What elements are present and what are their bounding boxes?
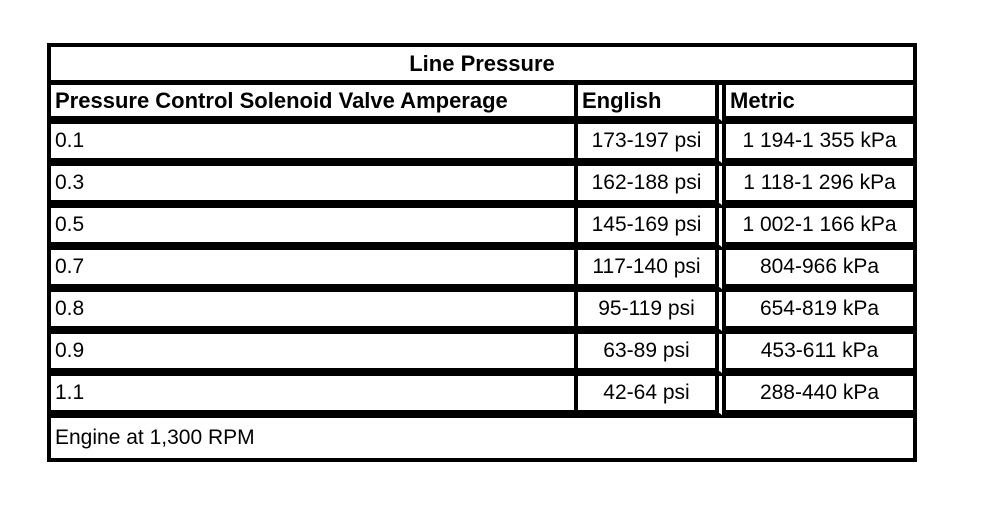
footer-row: Engine at 1,300 RPM [51,418,913,458]
line-pressure-table: Line Pressure Pressure Control Solenoid … [47,43,917,462]
table-row: 0.1 173-197 psi 1 194-1 355 kPa [51,124,913,166]
amperage-cell: 0.1 [51,124,578,166]
english-cell: 145-169 psi [578,208,726,250]
metric-cell: 288-440 kPa [726,376,913,418]
english-cell: 95-119 psi [578,292,726,334]
amperage-cell: 0.3 [51,166,578,208]
english-cell: 117-140 psi [578,250,726,292]
english-cell: 162-188 psi [578,166,726,208]
metric-cell: 453-611 kPa [726,334,913,376]
english-cell: 42-64 psi [578,376,726,418]
table-row: 0.5 145-169 psi 1 002-1 166 kPa [51,208,913,250]
header-row: Pressure Control Solenoid Valve Amperage… [51,85,913,124]
amperage-cell: 0.9 [51,334,578,376]
amperage-cell: 1.1 [51,376,578,418]
title-row: Line Pressure [51,47,913,85]
metric-cell: 654-819 kPa [726,292,913,334]
table-row: 0.3 162-188 psi 1 118-1 296 kPa [51,166,913,208]
english-cell: 63-89 psi [578,334,726,376]
column-header-amperage: Pressure Control Solenoid Valve Amperage [51,85,578,124]
table-row: 0.8 95-119 psi 654-819 kPa [51,292,913,334]
metric-cell: 1 194-1 355 kPa [726,124,913,166]
table-footnote: Engine at 1,300 RPM [51,418,913,458]
metric-cell: 1 118-1 296 kPa [726,166,913,208]
table-row: 0.9 63-89 psi 453-611 kPa [51,334,913,376]
table-row: 1.1 42-64 psi 288-440 kPa [51,376,913,418]
column-header-english: English [578,85,726,124]
metric-cell: 1 002-1 166 kPa [726,208,913,250]
amperage-cell: 0.8 [51,292,578,334]
metric-cell: 804-966 kPa [726,250,913,292]
english-cell: 173-197 psi [578,124,726,166]
amperage-cell: 0.5 [51,208,578,250]
amperage-cell: 0.7 [51,250,578,292]
column-header-metric: Metric [726,85,913,124]
table-row: 0.7 117-140 psi 804-966 kPa [51,250,913,292]
table-title: Line Pressure [51,47,913,85]
